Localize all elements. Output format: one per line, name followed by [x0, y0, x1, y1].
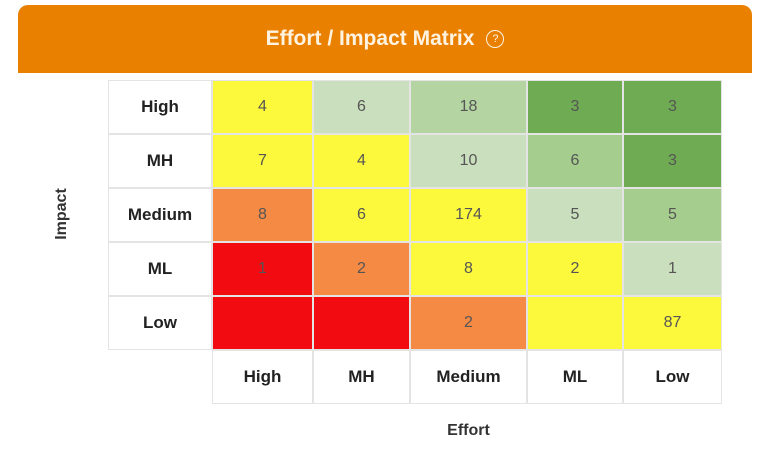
heatmap-cell	[212, 296, 313, 350]
help-icon[interactable]: ?	[486, 30, 505, 48]
heatmap-cell: 2	[313, 242, 410, 296]
heatmap-cell: 1	[212, 242, 313, 296]
heatmap-cell: 6	[527, 134, 623, 188]
heatmap-cell: 5	[623, 188, 722, 242]
x-tick-label: ML	[527, 350, 623, 404]
heatmap-cell: 87	[623, 296, 722, 350]
heatmap-cell: 3	[527, 80, 623, 134]
chart-title: Effort / Impact Matrix	[265, 27, 475, 50]
heatmap-cell: 8	[410, 242, 527, 296]
heatmap-cell: 3	[623, 134, 722, 188]
heatmap-cell: 7	[212, 134, 313, 188]
heatmap-cell: 2	[410, 296, 527, 350]
x-tick-label: High	[212, 350, 313, 404]
heatmap-cell: 174	[410, 188, 527, 242]
x-tick-label: Low	[623, 350, 722, 404]
heatmap-cell: 8	[212, 188, 313, 242]
heatmap-cell: 1	[623, 242, 722, 296]
y-axis-label: Impact	[53, 188, 70, 240]
y-tick-label: High	[108, 80, 212, 134]
chart-title-bar: Effort / Impact Matrix ?	[18, 5, 752, 73]
y-tick-label: Low	[108, 296, 212, 350]
x-axis-label: Effort	[447, 422, 490, 439]
heatmap-cell: 4	[313, 134, 410, 188]
x-tick-label: Medium	[410, 350, 527, 404]
y-tick-label: Medium	[108, 188, 212, 242]
heatmap-cell: 6	[313, 188, 410, 242]
x-tick-label: MH	[313, 350, 410, 404]
heatmap-cell: 5	[527, 188, 623, 242]
heatmap-cell: 10	[410, 134, 527, 188]
heatmap-cell: 18	[410, 80, 527, 134]
heatmap-cell	[527, 296, 623, 350]
heatmap-cell: 4	[212, 80, 313, 134]
heatmap-cell: 6	[313, 80, 410, 134]
heatmap-cell	[313, 296, 410, 350]
y-tick-label: MH	[108, 134, 212, 188]
y-tick-label: ML	[108, 242, 212, 296]
heatmap-cell: 2	[527, 242, 623, 296]
heatmap-cell: 3	[623, 80, 722, 134]
